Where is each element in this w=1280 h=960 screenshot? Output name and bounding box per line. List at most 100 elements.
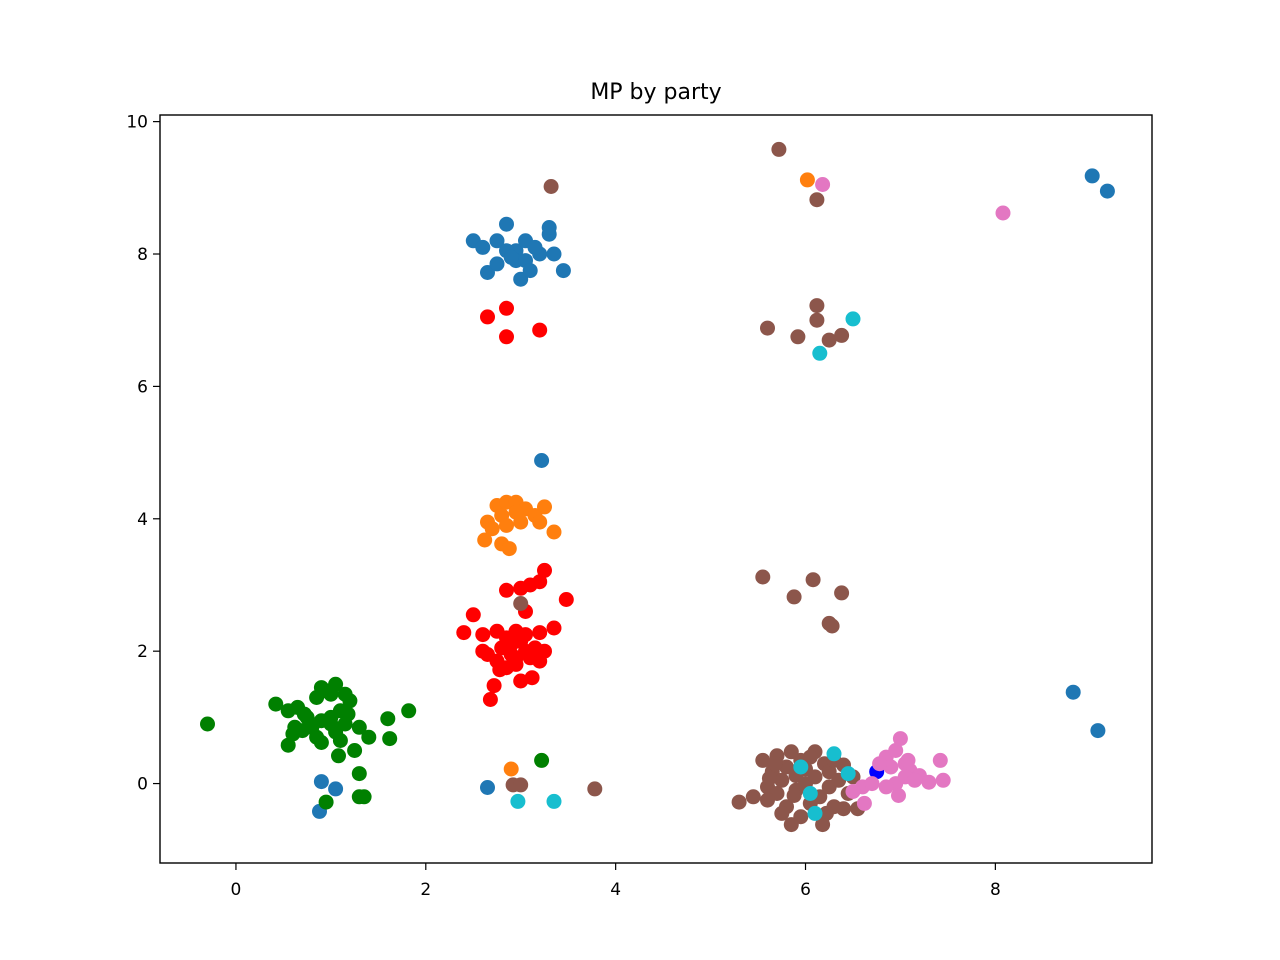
scatter-point: [845, 784, 861, 799]
scatter-point: [527, 239, 543, 255]
scatter-point: [331, 748, 346, 764]
scatter-point: [522, 263, 538, 279]
scatter-point: [809, 312, 825, 328]
scatter-point: [891, 788, 906, 803]
scatter-point: [356, 789, 372, 805]
scatter-point: [513, 271, 529, 287]
scatter-point: [546, 793, 562, 809]
scatter-point: [802, 749, 818, 765]
scatter-point: [900, 752, 916, 768]
scatter-point: [499, 300, 514, 316]
scatter-point: [783, 817, 799, 833]
scatter-point: [731, 794, 747, 810]
scatter-point: [537, 562, 552, 578]
scatter-point: [1099, 183, 1115, 199]
scatter-point: [513, 514, 529, 530]
scatter-point: [793, 759, 809, 775]
scatter-point: [524, 670, 540, 686]
scatter-point: [328, 724, 344, 740]
scatter-point: [499, 582, 514, 598]
scatter-point: [546, 620, 562, 636]
scatter-point: [513, 673, 529, 689]
scatter-point: [809, 192, 825, 208]
scatter-point: [477, 532, 493, 548]
scatter-point: [480, 309, 495, 325]
scatter-point: [786, 589, 802, 605]
scatter-point: [774, 805, 790, 821]
scatter-point: [499, 329, 514, 345]
scatter-point: [755, 752, 771, 768]
scatter-point: [503, 249, 519, 265]
y-tick-label: 10: [126, 113, 148, 133]
scatter-point: [532, 322, 548, 338]
scatter-point: [380, 711, 396, 727]
scatter-point: [558, 592, 574, 607]
x-tick-label: 6: [800, 880, 811, 900]
scatter-point: [328, 676, 344, 692]
scatter-point: [745, 789, 761, 805]
scatter-point: [587, 781, 603, 797]
scatter-point: [482, 692, 498, 707]
scatter-point: [790, 329, 806, 345]
scatter-point: [802, 786, 818, 801]
scatter-point: [534, 453, 550, 468]
scatter-point: [499, 216, 514, 232]
y-tick-label: 8: [137, 245, 148, 265]
scatter-point: [268, 696, 284, 712]
scatter-point: [878, 779, 894, 795]
x-tick-label: 2: [420, 880, 431, 900]
scatter-point: [456, 625, 472, 641]
scatter-point: [834, 327, 850, 343]
scatter-point: [799, 172, 815, 188]
scatter-point: [786, 788, 802, 803]
scatter-point: [809, 298, 825, 314]
scatter-point: [815, 177, 831, 192]
scatter-point: [807, 769, 823, 785]
scatter-point: [499, 517, 514, 533]
scatter-point: [313, 774, 329, 790]
scatter-point: [767, 756, 783, 772]
y-tick-label: 2: [137, 642, 148, 662]
scatter-point: [287, 719, 303, 735]
scatter-point: [480, 780, 495, 795]
scatter-point: [480, 265, 495, 280]
scatter-point: [328, 781, 344, 797]
scatter-point: [807, 805, 823, 821]
scatter-point: [401, 703, 417, 719]
scatter-point: [883, 759, 899, 775]
scatter-point: [821, 332, 837, 348]
scatter-point: [779, 759, 794, 775]
axis-ticks: 0 2 4 6 8 0 2 4 6 8 10: [126, 113, 1000, 900]
scatter-point: [892, 731, 908, 747]
scatter-point: [541, 220, 557, 235]
scatter-point: [280, 737, 296, 753]
scatter-point: [465, 607, 481, 623]
scatter-point: [995, 205, 1011, 221]
scatter-point: [932, 752, 948, 768]
scatter-point: [760, 320, 775, 336]
scatter-point: [382, 731, 398, 747]
scatter-point: [805, 572, 821, 588]
scatter-point: [532, 574, 548, 590]
x-tick-label: 0: [231, 880, 242, 900]
scatter-point: [543, 179, 559, 194]
scatter-point: [475, 643, 491, 659]
scatter-point: [864, 776, 880, 792]
scatter-point: [812, 345, 828, 361]
scatter-point: [761, 770, 777, 786]
scatter-point: [475, 239, 491, 255]
scatter-point: [342, 693, 358, 709]
scatter-point: [760, 792, 775, 808]
plot-frame: [159, 114, 1153, 864]
scatter-point: [537, 499, 552, 515]
y-tick-label: 6: [137, 377, 148, 397]
scatter-point: [1084, 168, 1100, 184]
scatter-point: [501, 541, 517, 557]
scatter-point: [824, 618, 840, 634]
x-tick-label: 4: [610, 880, 621, 900]
scatter-point: [840, 766, 856, 782]
scatter-point: [351, 766, 367, 782]
scatter-point: [513, 596, 529, 611]
scatter-point: [872, 756, 888, 772]
